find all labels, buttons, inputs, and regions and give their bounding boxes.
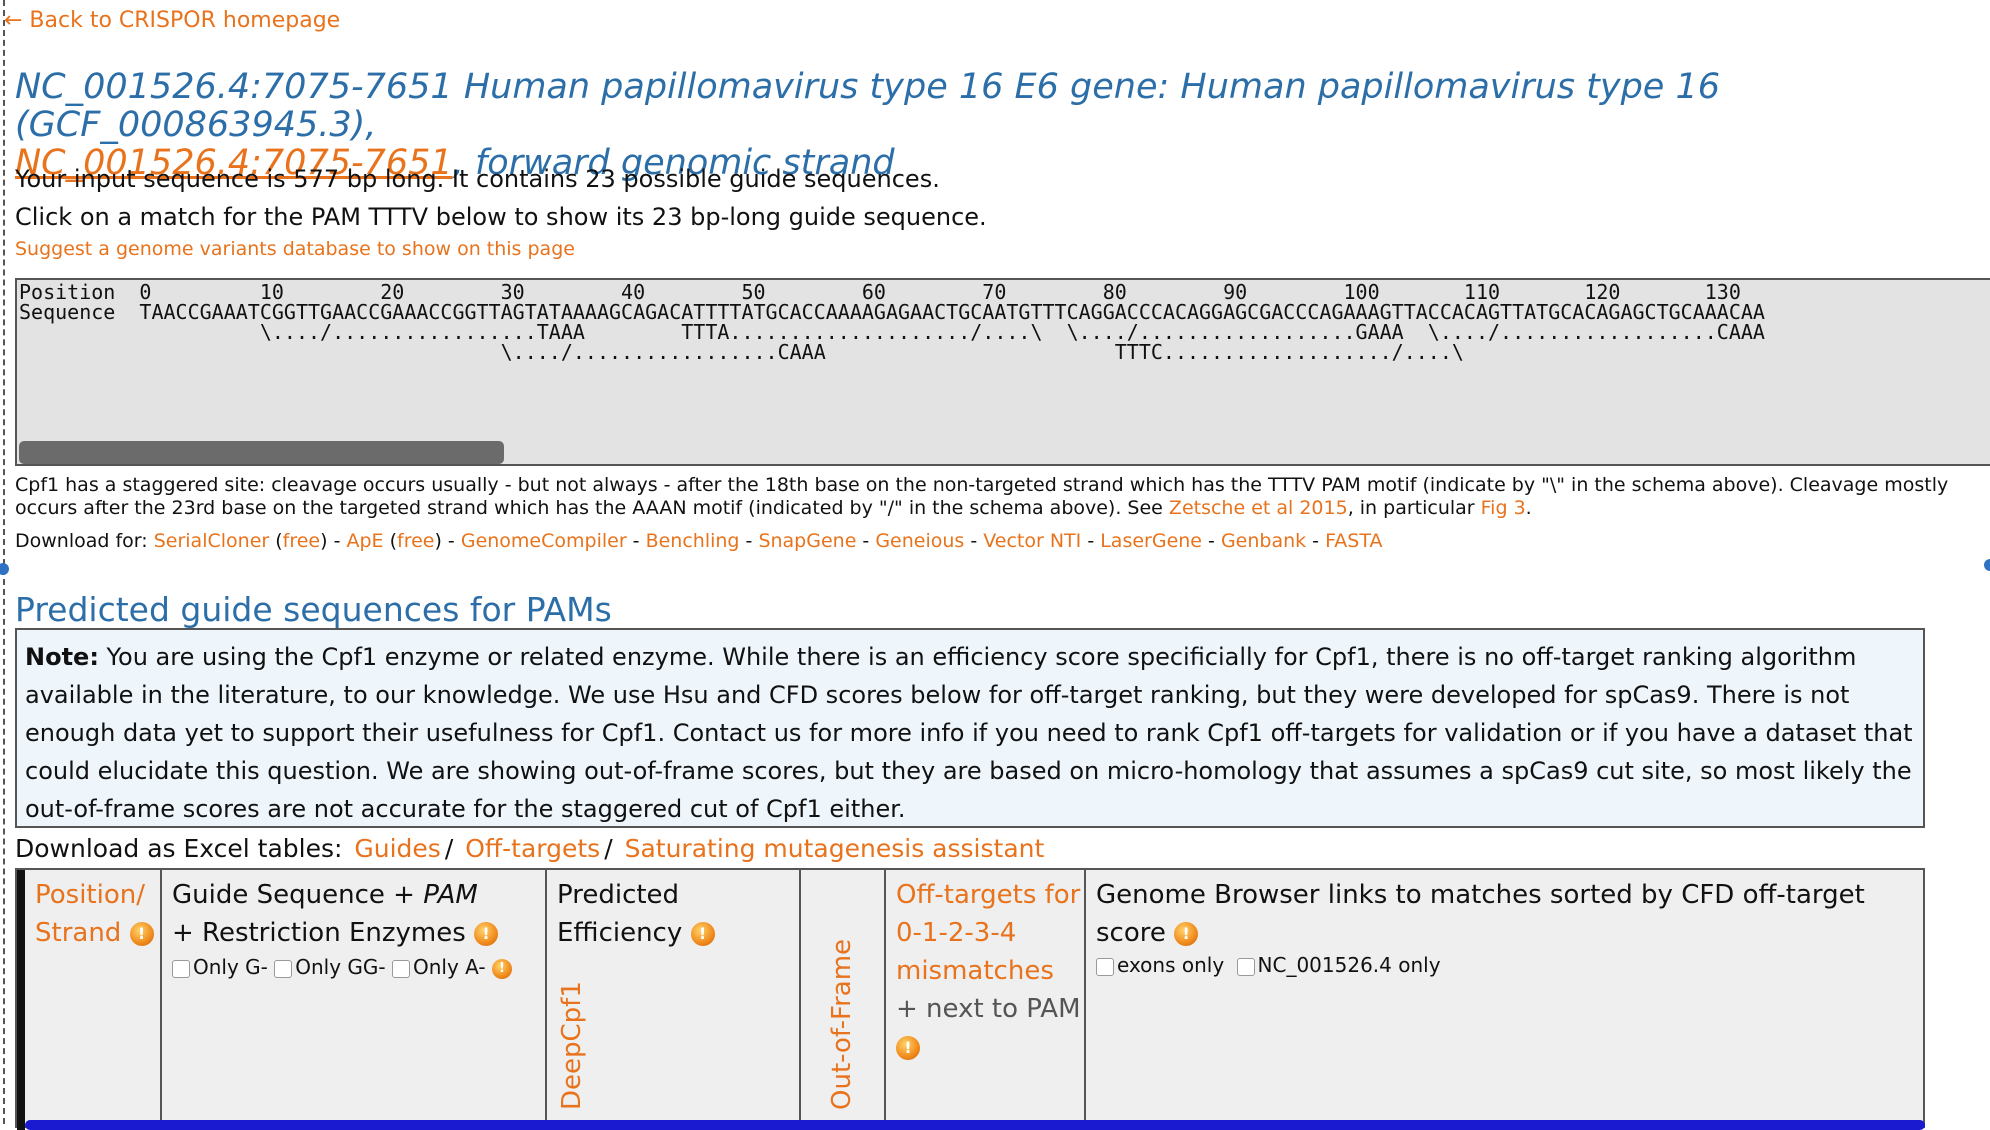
warning-icon[interactable]: ! <box>690 921 715 946</box>
excel-offtargets-link[interactable]: Off-targets <box>465 834 601 863</box>
col-guide: Guide Sequence + PAM + Restriction Enzym… <box>162 870 547 1130</box>
note-text: You are using the Cpf1 enzyme or related… <box>25 643 1913 823</box>
col-position-label-1: Position/ <box>35 880 145 910</box>
cleavage-text-1: Cpf1 has a staggered site: cleavage occu… <box>15 474 1949 496</box>
download-free-2[interactable]: free <box>397 530 435 552</box>
checkbox-only-g[interactable] <box>172 959 190 978</box>
position-row: Position 0 10 20 30 40 50 60 70 80 90 10… <box>19 280 1741 304</box>
download-fasta[interactable]: FASTA <box>1325 530 1383 552</box>
zetsche-link[interactable]: Zetsche et al 2015 <box>1168 497 1348 519</box>
out-of-frame-header[interactable]: Out-of-Frame <box>827 938 857 1110</box>
col-guide-pam: PAM <box>423 880 478 910</box>
checkbox-exons-only[interactable] <box>1096 957 1114 976</box>
warning-icon[interactable]: ! <box>896 1035 920 1060</box>
cpf1-note-box: Note: You are using the Cpf1 enzyme or r… <box>15 628 1925 828</box>
table-left-border <box>17 870 25 1130</box>
warning-icon[interactable]: ! <box>1174 921 1199 946</box>
excel-sep-2: / <box>604 834 613 863</box>
match-row-2[interactable]: \..../.................CAAA TTTC........… <box>19 340 1464 364</box>
download-genomecompiler[interactable]: GenomeCompiler <box>460 530 627 552</box>
horizontal-scrollbar[interactable] <box>19 441 504 464</box>
back-link[interactable]: ← Back to CRISPOR homepage <box>4 8 341 33</box>
only-g-label: Only G- <box>193 955 268 979</box>
download-bar: Download for: SerialCloner (free) - ApE … <box>15 530 1383 552</box>
col-position-label-2: Strand <box>35 918 122 948</box>
col-position-header[interactable]: Position/ Strand ! <box>35 876 154 952</box>
download-free-1[interactable]: free <box>282 530 321 552</box>
download-ape[interactable]: ApE <box>346 530 384 552</box>
title-suffix: , forward genomic strand <box>452 143 895 183</box>
col-efficiency-label-2: Efficiency <box>557 918 683 948</box>
warning-icon[interactable]: ! <box>129 921 154 946</box>
nc-only-label: NC_001526.4 only <box>1257 953 1441 977</box>
deepcpf1-header[interactable]: DeepCpf1 <box>557 981 587 1110</box>
checkbox-nc-only[interactable] <box>1236 957 1255 976</box>
download-genbank[interactable]: Genbank <box>1220 530 1307 552</box>
col-offtargets-label-2: 0-1-2-3-4 <box>896 918 1017 948</box>
warning-icon[interactable]: ! <box>474 921 499 946</box>
col-out-of-frame: Out-of-Frame <box>801 870 886 1130</box>
title-location-link[interactable]: NC_001526.4:7075-7651 <box>15 143 453 183</box>
fig3-link[interactable]: Fig 3 <box>1480 497 1526 519</box>
sequence-viewer[interactable]: Position 0 10 20 30 40 50 60 70 80 90 10… <box>15 278 1990 466</box>
excel-download-bar: Download as Excel tables: Guides / Off-ta… <box>15 834 1048 863</box>
warning-icon[interactable]: ! <box>492 958 512 979</box>
match-row-1[interactable]: \..../.................TAAA TTTA........… <box>19 320 1765 344</box>
guides-table: Position/ Strand ! Guide Sequence + PAM … <box>15 868 1925 1130</box>
download-serialcloner[interactable]: SerialCloner <box>153 530 270 552</box>
selection-handle-right[interactable] <box>1984 559 1990 571</box>
selected-row-highlight[interactable] <box>25 1120 1925 1130</box>
col-offtargets-label-3: mismatches <box>896 956 1054 986</box>
download-geneious[interactable]: Geneious <box>875 530 965 552</box>
sequence-row: Sequence TAACCGAAATCGGTTGAACCGAAACCGGTTA… <box>19 300 1765 324</box>
col-guide-label-2: + Restriction Enzymes <box>172 918 466 948</box>
excel-guides-link[interactable]: Guides <box>354 834 441 863</box>
col-offtargets-label-1: Off-targets for <box>896 880 1081 910</box>
selection-handle-left[interactable] <box>0 563 9 575</box>
download-benchling[interactable]: Benchling <box>645 530 740 552</box>
cleavage-text-3: , in particular <box>1347 497 1481 519</box>
note-label: Note: <box>25 643 99 671</box>
page-guide-line <box>3 0 5 1124</box>
only-a-label: Only A- <box>413 955 486 979</box>
excel-label: Download as Excel tables: <box>15 834 351 863</box>
col-efficiency-header: Predicted Efficiency ! <box>557 876 715 952</box>
only-gg-label: Only GG- <box>295 955 386 979</box>
col-efficiency-label-1: Predicted <box>557 880 680 910</box>
suggest-variants-link[interactable]: Suggest a genome variants database to sh… <box>15 238 575 260</box>
cleavage-note: Cpf1 has a staggered site: cleavage occu… <box>15 474 1965 520</box>
checkbox-only-gg[interactable] <box>274 959 293 978</box>
col-genome-browser: Genome Browser links to matches sorted b… <box>1086 870 1923 1130</box>
col-genome-label: Genome Browser links to matches sorted b… <box>1096 880 1865 948</box>
download-snapgene[interactable]: SnapGene <box>758 530 857 552</box>
section-heading: Predicted guide sequences for PAMs <box>15 590 612 629</box>
excel-sep-1: / <box>444 834 454 863</box>
col-offtargets-header[interactable]: Off-targets for 0-1-2-3-4 mismatches + n… <box>896 876 1081 1066</box>
col-offtargets: Off-targets for 0-1-2-3-4 mismatches + n… <box>886 870 1086 1130</box>
download-label: Download for: <box>15 530 154 552</box>
excel-saturating-link[interactable]: Saturating mutagenesis assistant <box>624 834 1045 863</box>
info-line-1: Your input sequence is 577 bp long. It c… <box>15 165 940 193</box>
checkbox-only-a[interactable] <box>392 959 410 978</box>
col-guide-label-1: Guide Sequence + <box>172 880 424 910</box>
col-position: Position/ Strand ! <box>25 870 162 1130</box>
download-lasergene[interactable]: LaserGene <box>1100 530 1202 552</box>
download-vectornti[interactable]: Vector NTI <box>983 530 1082 552</box>
info-line-2: Click on a match for the PAM TTTV below … <box>15 203 987 231</box>
col-genome-header: Genome Browser links to matches sorted b… <box>1096 876 1923 978</box>
cleavage-text-2: occurs after the 23rd base on the target… <box>15 497 1169 519</box>
title-main: NC_001526.4:7075-7651 Human papillomavir… <box>15 67 1720 145</box>
page-title: NC_001526.4:7075-7651 Human papillomavir… <box>15 68 1975 182</box>
exons-only-label: exons only <box>1117 953 1225 977</box>
cleavage-text-4: . <box>1525 497 1532 519</box>
col-guide-header: Guide Sequence + PAM + Restriction Enzym… <box>172 876 512 982</box>
col-offtargets-label-4: + next to PAM <box>896 994 1081 1024</box>
col-efficiency: Predicted Efficiency ! DeepCpf1 <box>547 870 801 1130</box>
